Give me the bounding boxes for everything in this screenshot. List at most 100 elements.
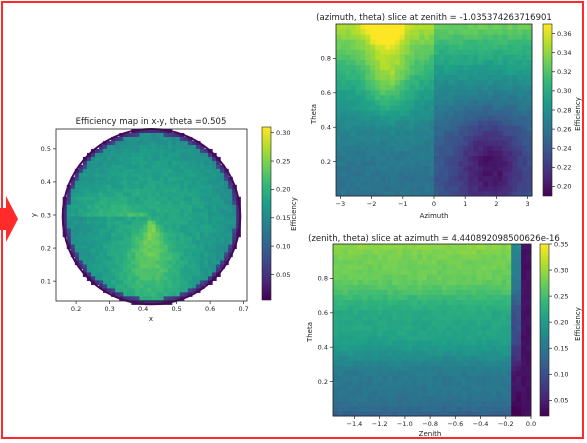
- heatmap-cell: [387, 360, 393, 366]
- heatmap-cell: [414, 69, 420, 76]
- heatmap-cell: [412, 279, 418, 285]
- heatmap-cell: [119, 248, 124, 254]
- heatmap-cell: [463, 69, 469, 76]
- heatmap-cell: [78, 252, 84, 258]
- heatmap-cell: [135, 172, 140, 178]
- heatmap-cell: [199, 152, 205, 158]
- heatmap-cell: [481, 294, 487, 301]
- heatmap-cell: [175, 164, 181, 170]
- heatmap-cell: [441, 284, 448, 291]
- heatmap-cell: [203, 256, 209, 262]
- heatmap-cell: [394, 54, 401, 60]
- heatmap-cell: [111, 200, 116, 206]
- heatmap-cell: [159, 244, 165, 250]
- heatmap-cell: [516, 284, 522, 291]
- heatmap-cell: [163, 220, 169, 226]
- heatmap-cell: [342, 244, 349, 250]
- heatmap-cell: [357, 390, 364, 397]
- heatmap-cell: [135, 260, 140, 266]
- heatmap-cell: [131, 288, 136, 293]
- heatmap-cell: [107, 144, 112, 150]
- heatmap-cell: [468, 180, 474, 187]
- heatmap-cell: [350, 69, 357, 76]
- heatmap-cell: [382, 410, 388, 417]
- heatmap-cell: [492, 175, 499, 182]
- heatmap-cell: [203, 164, 209, 170]
- heatmap-cell: [135, 288, 140, 293]
- heatmap-cell: [103, 260, 108, 266]
- heatmap-cell: [78, 256, 84, 262]
- heatmap-cell: [220, 240, 225, 246]
- heatmap-cell: [345, 69, 352, 76]
- heatmap-cell: [502, 160, 508, 167]
- heatmap-cell: [404, 64, 410, 71]
- heatmap-cell: [468, 39, 474, 45]
- heatmap-cell: [115, 220, 120, 226]
- heatmap-cell: [521, 259, 527, 265]
- heatmap-cell: [506, 244, 512, 250]
- heatmap-cell: [497, 44, 504, 50]
- heatmap-cell: [135, 192, 140, 198]
- heatmap-cell: [471, 264, 478, 270]
- heatmap-cell: [90, 236, 96, 242]
- heatmap-cell: [187, 240, 193, 246]
- heatmap-cell: [458, 120, 464, 126]
- heatmap-cell: [228, 212, 233, 218]
- heatmap-cell: [422, 274, 428, 280]
- heatmap-cell: [522, 145, 528, 151]
- heatmap-cell: [397, 289, 403, 296]
- heatmap-cell: [385, 64, 391, 71]
- heatmap-cell: [434, 110, 440, 116]
- heatmap-cell: [394, 34, 401, 40]
- heatmap-cell: [347, 330, 354, 336]
- heatmap-cell: [139, 204, 145, 210]
- heatmap-cell: [337, 284, 344, 291]
- heatmap-cell: [337, 330, 344, 336]
- heatmap-cell: [516, 375, 522, 382]
- heatmap-cell: [382, 299, 388, 306]
- heatmap-cell: [385, 135, 391, 141]
- heatmap-cell: [171, 220, 177, 226]
- heatmap-cell: [362, 279, 369, 285]
- heatmap-cell: [224, 172, 229, 178]
- heatmap-cell: [399, 34, 406, 40]
- heatmap-cell: [367, 375, 374, 382]
- heatmap-cell: [336, 165, 342, 172]
- heatmap-cell: [365, 84, 371, 91]
- heatmap-cell: [507, 49, 513, 55]
- heatmap-cell: [342, 410, 349, 417]
- heatmap-cell: [119, 236, 124, 242]
- heatmap-cell: [512, 104, 518, 111]
- heatmap-cell: [487, 94, 494, 101]
- heatmap-cell: [448, 155, 455, 162]
- heatmap-cell: [70, 204, 76, 210]
- heatmap-cell: [82, 168, 88, 174]
- heatmap-cell: [434, 180, 440, 187]
- heatmap-cell: [399, 104, 406, 111]
- heatmap-cell: [365, 94, 371, 101]
- heatmap-cell: [441, 324, 448, 331]
- heatmap-cell: [127, 276, 132, 281]
- heatmap-cell: [394, 79, 401, 86]
- heatmap-cell: [402, 405, 408, 412]
- heatmap-cell: [127, 220, 132, 226]
- heatmap-cell: [427, 274, 433, 280]
- heatmap-cell: [224, 180, 229, 186]
- heatmap-cell: [397, 319, 403, 326]
- heatmap-cell: [412, 360, 418, 366]
- heatmap-cell: [355, 140, 361, 146]
- heatmap-cell: [336, 24, 342, 30]
- heatmap-cell: [352, 365, 359, 371]
- heatmap-cell: [385, 44, 391, 50]
- heatmap-cell: [347, 355, 354, 361]
- heatmap-cell: [362, 410, 369, 417]
- heatmap-cell: [143, 264, 149, 270]
- heatmap-cell: [506, 365, 512, 371]
- heatmap-cell: [497, 180, 504, 187]
- heatmap-cell: [506, 345, 512, 351]
- heatmap-cell: [486, 269, 492, 275]
- heatmap-cell: [458, 165, 464, 172]
- heatmap-cell: [397, 345, 403, 351]
- heatmap-cell: [412, 259, 418, 265]
- heatmap-cell: [179, 152, 185, 158]
